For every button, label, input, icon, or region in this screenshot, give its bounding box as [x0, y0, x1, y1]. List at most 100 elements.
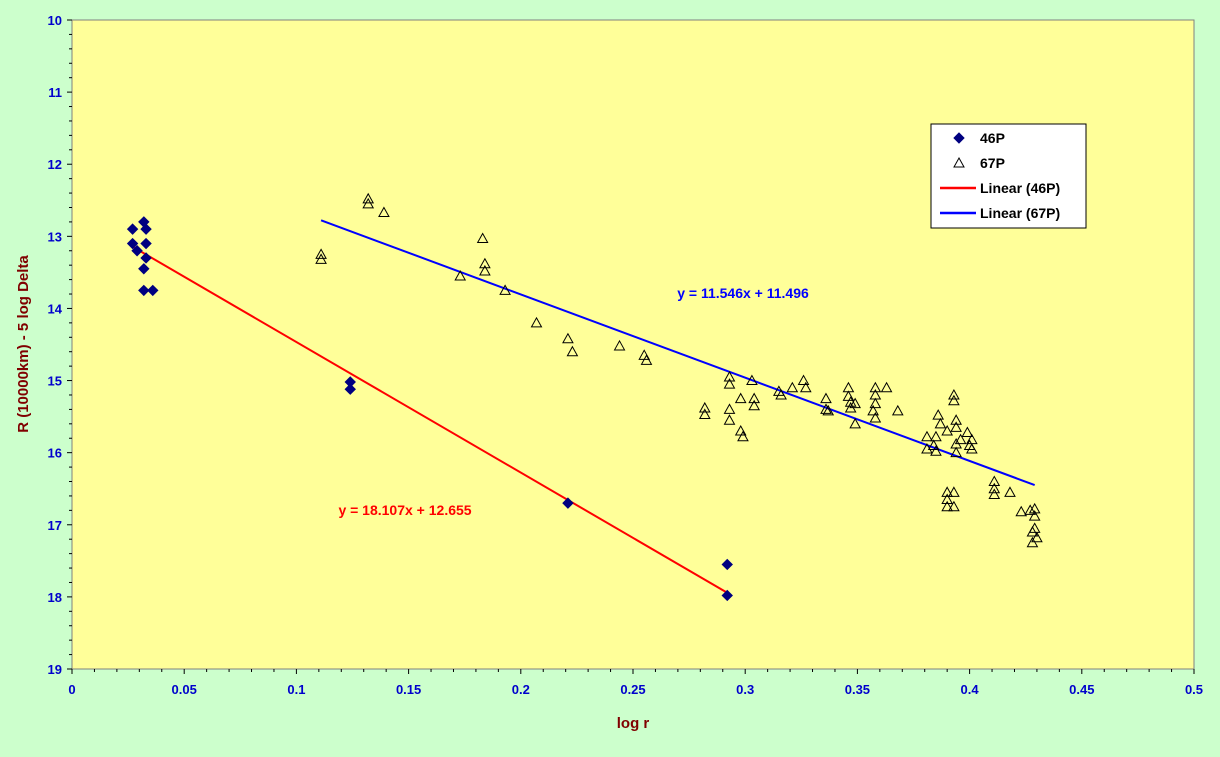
y-tick-label: 11	[48, 85, 62, 100]
data-point-67p	[820, 392, 832, 404]
y-tick-label: 18	[48, 590, 62, 605]
data-point-46p	[126, 223, 139, 235]
legend-label: Linear (67P)	[980, 205, 1060, 221]
trendline-67p	[320, 219, 1036, 486]
data-point-67p	[734, 392, 747, 404]
data-point-67p	[880, 381, 893, 393]
x-tick-label: 0.2	[512, 682, 530, 697]
x-tick-label: 0.5	[1185, 682, 1203, 697]
data-point-67p	[698, 408, 711, 419]
plot-area	[71, 19, 1195, 670]
data-point-67p	[930, 430, 942, 442]
data-point-67p	[950, 414, 962, 425]
data-point-67p	[1026, 536, 1039, 548]
x-tick-label: 0.3	[736, 682, 754, 697]
data-point-67p	[454, 269, 467, 281]
data-point-67p	[1024, 504, 1037, 515]
data-point-67p	[775, 388, 787, 400]
data-point-46p	[140, 252, 152, 264]
data-point-46p	[721, 558, 733, 571]
trendline-equations: y = 18.107x + 12.655 y = 11.546x + 11.496	[338, 285, 809, 518]
data-point-67p	[640, 354, 653, 365]
data-point-67p	[315, 248, 327, 259]
data-point-67p	[948, 388, 960, 400]
data-point-46p	[126, 237, 139, 250]
data-point-67p	[941, 493, 954, 505]
data-point-67p	[941, 425, 954, 436]
legend-marker-46p	[953, 132, 965, 144]
data-point-46p	[147, 284, 159, 297]
data-point-67p	[867, 404, 879, 416]
y-tick-label: 14	[48, 301, 63, 316]
y-tick-label: 12	[48, 157, 62, 172]
data-point-67p	[961, 426, 974, 437]
data-point-67p	[950, 446, 962, 458]
equation-67p: y = 11.546x + 11.496	[677, 285, 809, 301]
data-point-67p	[746, 374, 758, 386]
data-point-67p	[921, 430, 933, 442]
data-point-67p	[799, 381, 812, 393]
trendline-46p	[132, 245, 728, 594]
data-point-46p	[562, 497, 574, 509]
data-point-67p	[786, 381, 799, 393]
data-point-67p	[723, 403, 736, 414]
data-point-67p	[988, 488, 1001, 499]
data-point-67p	[941, 486, 954, 497]
data-point-46p	[344, 383, 356, 395]
trendlines	[132, 219, 1036, 594]
y-tick-label: 16	[48, 446, 62, 461]
data-point-67p	[362, 192, 375, 204]
y-tick-label: 13	[48, 229, 62, 244]
x-tick-label: 0.4	[961, 682, 980, 697]
data-point-67p	[797, 374, 810, 386]
data-point-67p	[530, 316, 543, 328]
data-point-67p	[737, 430, 749, 442]
data-point-67p	[869, 381, 882, 393]
data-point-67p	[723, 370, 736, 382]
data-point-67p	[1028, 522, 1041, 533]
legend: 46P 67P Linear (46P) Linear (67P)	[930, 123, 1087, 229]
data-point-67p	[1031, 531, 1043, 543]
data-point-67p	[698, 401, 711, 413]
data-point-67p	[849, 417, 862, 429]
data-point-67p	[988, 475, 1001, 487]
data-point-67p	[479, 264, 491, 276]
data-point-46p	[131, 245, 143, 257]
data-point-67p	[562, 332, 574, 344]
data-point-67p	[950, 421, 962, 432]
data-point-67p	[948, 486, 960, 497]
data-point-46p	[140, 223, 152, 235]
data-point-67p	[849, 397, 862, 409]
data-point-46p	[138, 284, 150, 297]
data-points	[126, 192, 1043, 602]
data-point-67p	[499, 284, 511, 295]
data-point-67p	[869, 397, 882, 409]
data-point-67p	[965, 443, 978, 454]
x-tick-label: 0.1	[287, 682, 305, 697]
data-point-67p	[748, 399, 761, 411]
data-point-67p	[378, 206, 390, 218]
y-axis: 10 11 12 13 14 15 16 17 18 19	[48, 13, 72, 677]
data-point-67p	[723, 414, 736, 425]
legend-label: Linear (46P)	[980, 180, 1060, 196]
equation-46p: y = 18.107x + 12.655	[338, 502, 471, 518]
x-axis: 0 0.05 0.1 0.15 0.2 0.25 0.3 0.35 0.4 0.45 0.5	[68, 669, 1203, 697]
x-tick-label: 0.15	[396, 682, 421, 697]
data-point-67p	[566, 345, 579, 357]
y-axis-title: R (10000km) - 5 log Delta	[15, 255, 32, 433]
data-point-67p	[1015, 505, 1028, 517]
data-point-67p	[1028, 510, 1041, 521]
data-point-67p	[748, 392, 761, 404]
data-point-67p	[948, 394, 960, 406]
data-point-67p	[934, 417, 947, 429]
data-point-67p	[362, 197, 375, 209]
data-point-67p	[479, 257, 491, 269]
data-point-67p	[476, 232, 489, 243]
data-point-67p	[1028, 502, 1041, 514]
x-tick-label: 0.45	[1069, 682, 1094, 697]
y-tick-label: 15	[48, 374, 62, 389]
data-point-67p	[820, 403, 832, 414]
data-point-67p	[1004, 486, 1016, 497]
